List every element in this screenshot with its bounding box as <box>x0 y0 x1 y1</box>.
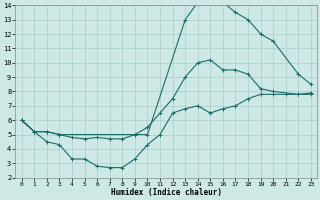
X-axis label: Humidex (Indice chaleur): Humidex (Indice chaleur) <box>111 188 222 197</box>
